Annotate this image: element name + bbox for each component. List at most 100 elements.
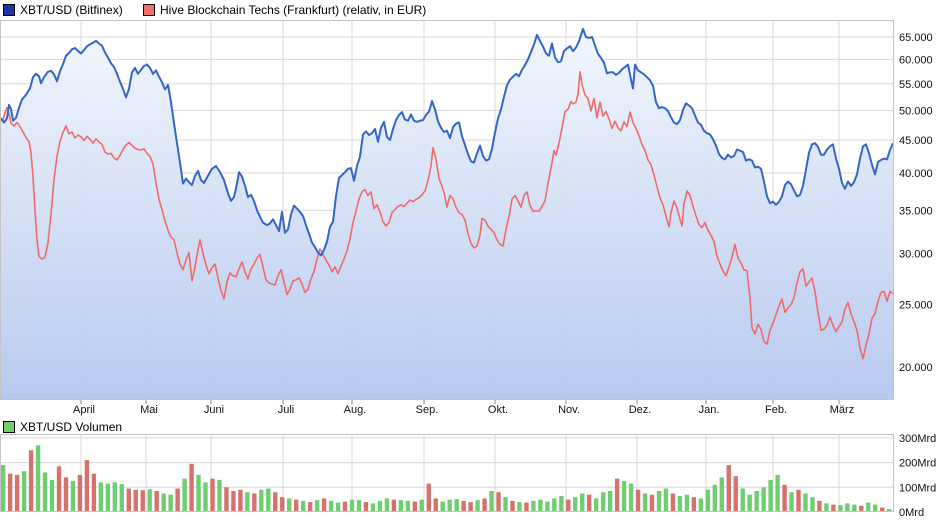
volume-legend-label: XBT/USD Volumen xyxy=(20,420,123,434)
volume-bar xyxy=(642,493,648,512)
volume-bar xyxy=(287,498,292,512)
volume-bar xyxy=(252,493,257,512)
volume-bar xyxy=(817,500,822,512)
price-axis-label: 55.000 xyxy=(899,79,933,91)
volume-bar xyxy=(63,477,69,512)
volume-bar xyxy=(761,487,766,512)
price-axis-label: 65.000 xyxy=(899,32,933,44)
volume-bar xyxy=(447,499,452,512)
volume-bar xyxy=(105,483,111,513)
volume-bar xyxy=(419,499,424,512)
month-label: Aug. xyxy=(344,404,367,416)
volume-bar xyxy=(475,500,480,512)
volume-bar xyxy=(621,481,627,513)
price-axis-label: 25.000 xyxy=(899,300,933,312)
volume-bar xyxy=(635,489,641,512)
volume-bar xyxy=(510,500,515,512)
volume-bar xyxy=(684,494,690,512)
volume-bar xyxy=(754,491,759,512)
volume-bar xyxy=(112,482,118,512)
volume-bar xyxy=(587,494,592,512)
volume-bar xyxy=(196,474,201,512)
volume-bar xyxy=(775,474,780,512)
volume-bar xyxy=(391,499,397,512)
volume-bar xyxy=(154,491,159,512)
volume-bar xyxy=(594,498,599,512)
volume-bar xyxy=(545,501,550,512)
month-label: Juni xyxy=(204,404,224,416)
volume-bar xyxy=(14,474,20,512)
main-plot-area[interactable] xyxy=(0,20,894,400)
volume-bar xyxy=(42,472,48,512)
volume-bar xyxy=(398,500,404,512)
volume-bar xyxy=(182,478,187,512)
month-label: Jan. xyxy=(699,404,720,416)
volume-bar xyxy=(405,500,411,512)
hive-legend-label: Hive Blockchain Techs (Frankfurt) (relat… xyxy=(160,3,427,17)
main-series xyxy=(0,27,894,401)
volume-bar xyxy=(238,489,243,512)
volume-bar xyxy=(307,502,313,512)
volume-bar xyxy=(314,500,320,512)
volume-bar xyxy=(1,465,6,512)
volume-bar xyxy=(468,502,473,512)
volume-bar xyxy=(168,494,173,512)
volume-bar xyxy=(733,476,738,512)
price-axis-label: 60.000 xyxy=(899,54,933,66)
month-label: Mai xyxy=(140,404,158,416)
volume-bar xyxy=(356,500,362,512)
volume-plot-area[interactable] xyxy=(0,434,894,512)
volume-bar xyxy=(503,497,508,512)
volume-bar xyxy=(677,495,683,512)
price-axis-label: 40.000 xyxy=(899,168,933,180)
volume-bar xyxy=(377,500,383,512)
volume-bar xyxy=(70,481,76,513)
y-axis: 65.000 60.000 55.000 50.000 45.000 40.000 35.0… xyxy=(899,32,933,374)
xbtusd-area-fill xyxy=(0,28,894,401)
volume-bar xyxy=(796,489,801,512)
volume-bar xyxy=(461,500,466,512)
volume-bar xyxy=(656,491,662,512)
volume-bar xyxy=(524,502,529,512)
volume-bar xyxy=(845,503,850,512)
volume-bar xyxy=(559,495,564,512)
volume-bar xyxy=(852,504,857,512)
volume-bar xyxy=(838,505,843,512)
volume-bar xyxy=(119,484,124,512)
volume-bar xyxy=(126,488,131,512)
volume-bar xyxy=(91,473,97,512)
volume-bar xyxy=(789,492,794,512)
volume-axis-label: 0Mrd xyxy=(899,507,924,519)
volume-bar xyxy=(538,499,543,512)
volume-bar xyxy=(412,501,417,512)
month-label: März xyxy=(830,404,854,416)
volume-bar xyxy=(824,503,829,512)
volume-axis: 300Mrd 200Mrd 100Mrd 0Mrd xyxy=(899,433,936,519)
main-frame xyxy=(0,20,894,400)
volume-bar xyxy=(600,492,606,512)
volume-bar xyxy=(573,497,578,512)
price-axis-label: 45.000 xyxy=(899,135,933,147)
volume-bar xyxy=(628,483,634,513)
volume-bar xyxy=(203,482,208,512)
volume-bar xyxy=(300,500,306,512)
volume-axis-label: 300Mrd xyxy=(899,433,936,445)
volume-bar xyxy=(859,505,864,512)
volume-bar xyxy=(384,498,390,512)
volume-bar xyxy=(496,492,501,512)
volume-grid xyxy=(0,434,894,512)
volume-bar xyxy=(231,491,236,512)
volume-bar xyxy=(747,494,752,512)
volume-bar xyxy=(880,507,885,512)
volume-bar xyxy=(175,488,180,512)
volume-bar xyxy=(189,463,194,512)
volume-bar xyxy=(803,493,808,512)
month-label: Okt. xyxy=(488,404,508,416)
volume-bar xyxy=(887,509,892,512)
volume-bar xyxy=(454,499,459,512)
month-label: April xyxy=(73,404,95,416)
volume-bar xyxy=(566,499,571,512)
volume-bar xyxy=(614,478,620,512)
